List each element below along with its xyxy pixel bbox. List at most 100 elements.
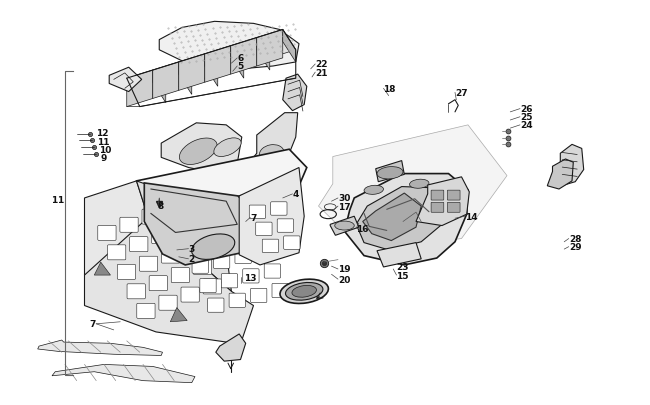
Polygon shape [205, 47, 244, 75]
Ellipse shape [410, 180, 429, 189]
Polygon shape [153, 71, 166, 103]
FancyBboxPatch shape [213, 255, 230, 269]
FancyBboxPatch shape [431, 191, 444, 200]
FancyBboxPatch shape [107, 245, 126, 260]
Text: 20: 20 [338, 275, 350, 284]
FancyBboxPatch shape [255, 223, 272, 236]
FancyBboxPatch shape [183, 241, 202, 255]
Text: 7: 7 [250, 213, 257, 222]
Polygon shape [161, 124, 242, 174]
Polygon shape [84, 181, 148, 296]
Ellipse shape [436, 190, 455, 199]
FancyBboxPatch shape [221, 274, 238, 288]
Polygon shape [94, 262, 111, 275]
Text: 25: 25 [520, 113, 532, 122]
FancyBboxPatch shape [142, 210, 161, 224]
Text: 21: 21 [315, 68, 328, 77]
Text: 26: 26 [520, 105, 532, 114]
Text: 1: 1 [57, 196, 64, 205]
Ellipse shape [280, 279, 328, 304]
FancyBboxPatch shape [174, 221, 192, 236]
Text: 27: 27 [455, 89, 467, 98]
Text: 18: 18 [384, 85, 396, 94]
Polygon shape [52, 364, 195, 383]
Polygon shape [127, 71, 166, 99]
Polygon shape [257, 30, 296, 59]
FancyBboxPatch shape [181, 288, 200, 302]
Text: 16: 16 [356, 224, 369, 233]
Polygon shape [153, 63, 179, 99]
FancyBboxPatch shape [164, 202, 183, 216]
FancyBboxPatch shape [161, 249, 180, 263]
FancyBboxPatch shape [264, 264, 281, 278]
Polygon shape [247, 113, 298, 182]
Polygon shape [153, 63, 192, 91]
Polygon shape [159, 22, 299, 71]
Polygon shape [84, 218, 254, 344]
Polygon shape [318, 126, 507, 251]
Text: 5: 5 [237, 62, 244, 71]
Text: 2: 2 [188, 255, 195, 264]
Text: 17: 17 [338, 202, 350, 211]
Text: 12: 12 [96, 129, 108, 138]
Polygon shape [205, 47, 231, 83]
FancyBboxPatch shape [249, 206, 266, 219]
Polygon shape [109, 68, 142, 92]
Polygon shape [363, 194, 421, 241]
Polygon shape [556, 145, 584, 185]
FancyBboxPatch shape [159, 296, 177, 310]
FancyBboxPatch shape [283, 237, 300, 249]
Text: 8: 8 [158, 201, 164, 210]
FancyBboxPatch shape [151, 229, 170, 244]
Ellipse shape [364, 186, 384, 195]
FancyBboxPatch shape [200, 279, 216, 293]
Text: 1: 1 [51, 196, 57, 205]
Polygon shape [416, 177, 469, 226]
Text: 6: 6 [237, 54, 244, 63]
Polygon shape [136, 181, 231, 292]
Polygon shape [231, 38, 270, 67]
Polygon shape [344, 174, 468, 265]
Ellipse shape [192, 234, 235, 260]
Text: 4: 4 [292, 190, 299, 199]
Text: 28: 28 [569, 234, 581, 243]
Ellipse shape [214, 139, 241, 157]
Ellipse shape [377, 167, 403, 179]
FancyBboxPatch shape [127, 284, 146, 299]
Polygon shape [179, 63, 192, 95]
FancyBboxPatch shape [120, 218, 138, 232]
FancyBboxPatch shape [229, 294, 246, 307]
FancyBboxPatch shape [272, 284, 289, 298]
Polygon shape [231, 38, 257, 75]
Text: 7: 7 [90, 320, 96, 328]
FancyBboxPatch shape [193, 260, 212, 275]
Text: 19: 19 [338, 265, 350, 274]
Polygon shape [127, 71, 153, 107]
Polygon shape [179, 55, 218, 83]
Polygon shape [179, 55, 205, 91]
FancyBboxPatch shape [207, 298, 224, 312]
Polygon shape [239, 168, 304, 265]
FancyBboxPatch shape [192, 260, 209, 273]
Polygon shape [205, 55, 218, 87]
FancyBboxPatch shape [235, 250, 252, 264]
FancyBboxPatch shape [270, 202, 287, 215]
FancyBboxPatch shape [277, 220, 294, 232]
FancyBboxPatch shape [117, 265, 136, 279]
Text: 10: 10 [99, 145, 111, 154]
FancyBboxPatch shape [98, 226, 116, 241]
Polygon shape [377, 243, 421, 267]
FancyBboxPatch shape [205, 235, 222, 249]
Polygon shape [257, 30, 283, 67]
Polygon shape [376, 161, 404, 182]
Polygon shape [216, 334, 246, 361]
Polygon shape [144, 183, 255, 265]
FancyBboxPatch shape [184, 240, 201, 254]
FancyBboxPatch shape [129, 237, 148, 252]
Text: 3: 3 [188, 245, 195, 254]
FancyBboxPatch shape [447, 191, 460, 200]
Text: 22: 22 [315, 60, 328, 69]
FancyBboxPatch shape [242, 269, 259, 283]
Polygon shape [257, 38, 270, 71]
Text: 9: 9 [101, 153, 107, 162]
